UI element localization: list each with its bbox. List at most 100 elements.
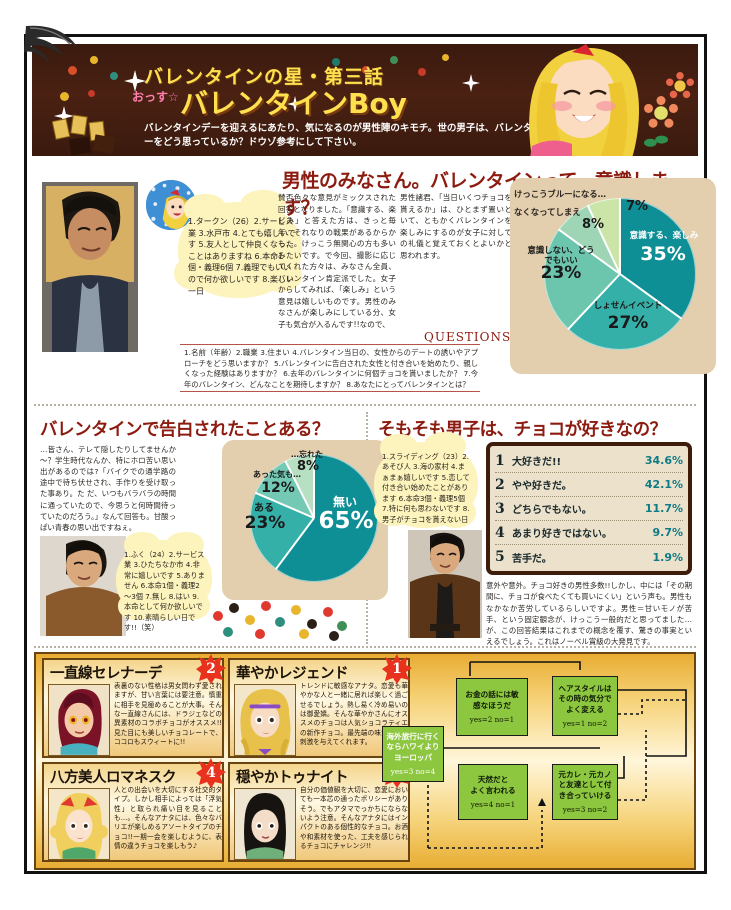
gold-bar-icon: [52, 114, 106, 142]
card-portrait: [48, 788, 110, 860]
bubble-lobe: [166, 532, 204, 558]
section3-body: 意外や意外。チョコ好きの男性多数!!しかし、中には「その期間に、チョコが食べたく…: [486, 581, 692, 647]
confetti-dot: [68, 66, 77, 75]
rank-number-1: 1: [392, 661, 402, 677]
pie2-label-yes: ある: [254, 503, 274, 514]
rank-number-4: 4: [206, 765, 216, 781]
flow-box-yesno: yes=4 no=1: [470, 799, 516, 809]
flow-box-text: 天然だと よく言われる: [470, 775, 516, 795]
bubble-lobe: [124, 532, 160, 558]
flow-box-money[interactable]: お金の話には敏 感なほうだ yes=2 no=1: [456, 678, 528, 736]
bottom-panel: 一直線セレナーデ 表裏のない性格は男女問わず愛されますが、甘い言葉には要注意。慎…: [34, 652, 696, 870]
pie1-label-fun: 意識する、楽しみ: [629, 231, 699, 241]
bubble-lobe: [374, 496, 414, 526]
pie2-value-yes: 23%: [244, 513, 286, 533]
rank-value: 34.6%: [644, 454, 683, 467]
section2-heading: バレンタインで告白されたことある？: [40, 420, 330, 440]
rank-number: 2: [495, 476, 505, 493]
card-portrait: [234, 684, 296, 756]
divider-horizontal-bottom: [34, 646, 696, 648]
type-card-1[interactable]: 華やかレジェンド トレンドに敏感なアナタ。恋愛も華やかな人と一緒に居れば楽しく過…: [228, 654, 412, 758]
card-title: 華やかレジェンド: [236, 665, 349, 682]
flow-box-yesno: yes=2 no=1: [469, 714, 515, 724]
rank-number: 4: [495, 524, 505, 541]
flow-box-text: 海外旅行に行く ならハワイより ヨーロッパ: [386, 732, 440, 762]
flow-box-travel[interactable]: 海外旅行に行く ならハワイより ヨーロッパ yes=3 no=4: [382, 726, 444, 782]
questions-box: 1.名前（年齢）2.職業 3.住まい 4.バレンタイン当日の、女性からのデートの…: [180, 344, 480, 392]
card-text: 表裏のない性格は男女問わず愛されますが、甘い言葉には要注意。慎重に相手を見極める…: [114, 682, 222, 747]
pie2-label-forgot: …忘れた: [291, 450, 323, 459]
pie2-value-maybe: 12%: [261, 480, 295, 496]
divider-horizontal-top: [34, 404, 696, 406]
questions-text: 1.名前（年齢）2.職業 3.住まい 4.バレンタイン当日の、女性からのデートの…: [184, 348, 478, 389]
bubble-lobe: [260, 260, 302, 292]
bubble-lobe: [436, 498, 476, 528]
confetti-dot: [60, 92, 69, 101]
rank-number: 3: [495, 500, 505, 517]
sparkle-icon: [54, 106, 74, 126]
section1-body-col2: 男性諸君、「当日いくつチョコを貰えるか」は、ひとまず置いといて、ともかくバレンタ…: [400, 193, 512, 260]
pie2-value-no: 65%: [318, 508, 374, 534]
table-row: 2 やや好きだ。 42.1%: [495, 473, 683, 497]
bubble-lobe: [424, 432, 466, 460]
bubble-lobe: [174, 592, 210, 620]
flow-box-hairstyle[interactable]: ヘアスタイルは その時の気分で よく変える yes=1 no=2: [552, 676, 618, 736]
banner-lead-text: バレンタインデーを迎えるにあたり、気になるのが男性陣のキモチ。世の男子は、バレン…: [144, 123, 561, 149]
card-title: 八方美人ロマネスク: [50, 769, 177, 786]
bubble-lobe: [380, 434, 418, 462]
type-card-3[interactable]: 穏やかトゥナイト 自分の価値観を大切に、恋愛においても一本芯の通ったポリシーがあ…: [228, 758, 412, 862]
confetti-dot: [362, 66, 370, 74]
interviewee-photo-2: [40, 536, 126, 636]
section1-body-col1: 賛否色々な意見がミックスされた回答となりました。「意識する、楽しみ」と答えた方は…: [278, 193, 396, 329]
section-confession: バレンタインで告白されたことある？ …皆さん、テレて隠したりしてませんか～？学生…: [32, 408, 388, 648]
choco-rank-table: 1 大好きだ!! 34.6% 2 やや好きだ。 42.1% 3 どちらでもない。…: [486, 442, 692, 575]
rank-label: どちらでもない。: [512, 505, 592, 516]
rank-starburst-icon: [196, 758, 226, 788]
banner-series-title: バレンタインの星・第三話: [144, 66, 385, 88]
table-row: 3 どちらでもない。 11.7%: [495, 497, 683, 521]
flow-box-ex-partner[interactable]: 元カレ・元カノ と友達として付 き合っていける yes=3 no=2: [552, 764, 618, 820]
rank-number: 1: [495, 452, 505, 469]
header-banner: バレンタインの星・第三話 おっす☆ バレンタインBoy バレンタインデーを迎える…: [32, 44, 698, 156]
confetti-dot: [110, 72, 118, 80]
rank-label: 大好きだ!!: [512, 457, 562, 468]
table-row: 4 あまり好きではない。 9.7%: [495, 521, 683, 545]
pie1-value-blue: 7%: [625, 199, 649, 214]
pie1-value-event: 27%: [607, 313, 649, 333]
pie-slice-separator: [313, 454, 315, 518]
type-card-4[interactable]: 八方美人ロマネスク 人との出会いを大切にする社交的タイプ。しかし相手によっては「…: [42, 758, 226, 862]
interviewee-photo-1: [42, 182, 138, 352]
sparkle-icon: [124, 70, 146, 92]
awareness-pie-chart: [544, 198, 696, 350]
flow-box-text: お金の話には敏 感なほうだ: [465, 690, 519, 710]
candy-decor-icon: [213, 601, 347, 641]
section3-heading: そもそも男子は、チョコが好きなの？: [378, 420, 667, 440]
confetti-dot: [418, 68, 426, 76]
card-title: 一直線セレナーデ: [50, 665, 163, 682]
pie-slice-separator: [619, 198, 621, 274]
section-chocolate-preference: そもそも男子は、チョコが好きなの？ 1.スライディング（23）2.あそび人 3.…: [370, 408, 698, 648]
section-awareness: 男性のみなさん。バレンタインって、意識します？: [32, 160, 716, 400]
banner-main-title: バレンタインBoy: [180, 87, 407, 120]
section2-body: …皆さん、テレて隠したりしてませんか～？学生時代なんか、特にホロ苦い思い出がある…: [40, 445, 176, 532]
pie1-value-fun: 35%: [640, 243, 686, 265]
confetti-dot: [88, 90, 95, 97]
rank-starburst-icon: [382, 654, 412, 684]
bubble-lobe: [118, 592, 156, 620]
pie1-value-dontcare: 23%: [540, 263, 582, 283]
type-card-2[interactable]: 一直線セレナーデ 表裏のない性格は男女問わず愛されますが、甘い言葉には要注意。慎…: [42, 654, 226, 758]
rank-value: 42.1%: [644, 478, 683, 491]
table-row: 5 苦手だ。 1.9%: [495, 545, 683, 569]
pie1-label-event: しょせんイベント: [593, 301, 663, 311]
pie1-value-gone: 8%: [581, 217, 605, 232]
rank-number: 5: [495, 549, 505, 565]
flow-box-natural[interactable]: 天然だと よく言われる yes=4 no=1: [458, 764, 528, 820]
flow-box-text: 元カレ・元カノ と友達として付 き合っていける: [558, 770, 612, 800]
card-text: トレンドに敏感なアナタ。恋愛も華やかな人と一緒に居れば楽しく過ごせるでしょう。熱…: [300, 682, 408, 747]
bubble-text-2: 1.ふく（24）2.サービス業 3.ひたちなか市 4.非常に嬉しいです 5.あり…: [124, 550, 205, 633]
pie1-label-blue: けっこうブルーになる…: [514, 189, 606, 199]
personality-flowchart: お金の話には敏 感なほうだ yes=2 no=1 ヘアスタイルは その時の気分で よく…: [382, 660, 694, 866]
bubble-lobe: [240, 190, 286, 222]
pie2-label-no: 無い: [332, 495, 357, 509]
